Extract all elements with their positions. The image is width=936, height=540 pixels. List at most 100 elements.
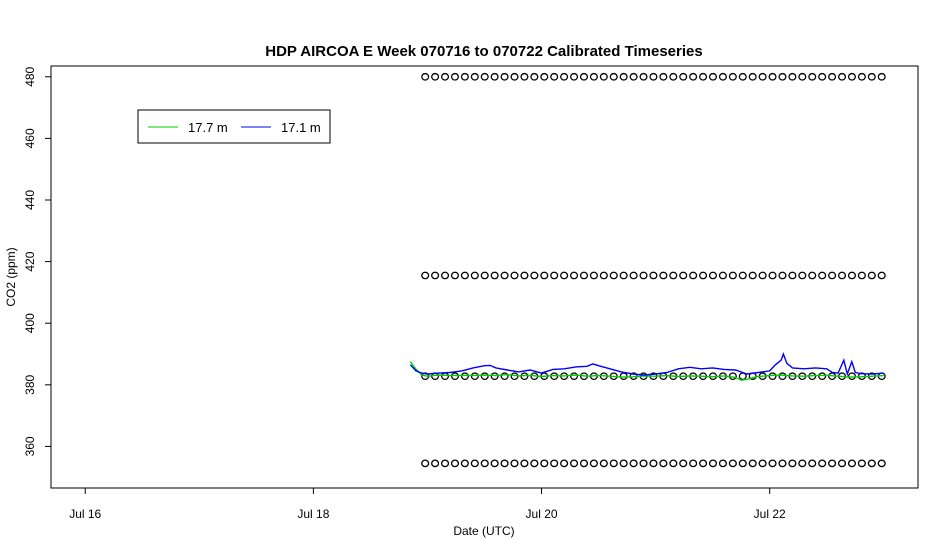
calibration-point [619, 459, 628, 468]
y-tick-label: 480 [23, 66, 37, 86]
calibration-point [738, 459, 747, 468]
calibration-point [659, 459, 668, 468]
calibration-point [778, 372, 787, 381]
calibration-point [480, 271, 489, 280]
calibration-point [470, 459, 479, 468]
calibration-point [679, 72, 688, 81]
calibration-point [718, 459, 727, 468]
calibration-point [460, 372, 469, 381]
calibration-point [708, 72, 718, 81]
calibration-point [639, 271, 648, 280]
calibration-point [560, 459, 569, 468]
calibration-point [818, 459, 827, 468]
calibration-point [480, 72, 489, 81]
y-axis-label: CO2 (ppm) [4, 247, 18, 306]
calibration-point [847, 72, 856, 81]
calibration-point [579, 72, 589, 81]
calibration-point [421, 271, 430, 280]
calibration-point [867, 271, 876, 280]
calibration-point [589, 271, 598, 280]
x-tick-label: Jul 20 [526, 507, 558, 521]
x-tick-label: Jul 18 [297, 507, 329, 521]
calibration-point [520, 271, 529, 280]
plot-frame [50, 65, 919, 489]
calibration-point [649, 72, 658, 81]
calibration-point [500, 459, 509, 468]
calibration-point [837, 72, 847, 81]
calibration-point [808, 72, 817, 81]
calibration-point [560, 271, 569, 280]
calibration-point [828, 459, 837, 468]
calibration-point [560, 72, 569, 81]
calibration-point [847, 372, 856, 381]
calibration-point [639, 72, 648, 81]
calibration-point [440, 459, 450, 468]
calibration-point [550, 72, 559, 81]
calibration-point [748, 459, 757, 468]
calibration-point [738, 271, 747, 280]
calibration-point [470, 271, 479, 280]
y-axis: 360 380 400 420 440 460 480 [23, 66, 51, 456]
calibration-point [460, 72, 469, 81]
calibration-point [490, 372, 499, 381]
legend-label-17-7m: 17.7 m [188, 120, 228, 135]
calibration-point [639, 459, 648, 468]
calibration-point [609, 271, 618, 280]
series-line-17-1-m [409, 351, 884, 377]
calibration-point [659, 271, 668, 280]
calibration-point [570, 72, 579, 81]
calibration-point [589, 72, 598, 81]
calibration-point [450, 459, 460, 468]
calibration-point [689, 459, 698, 468]
legend-label-17-1m: 17.1 m [281, 120, 321, 135]
y-tick-label: 460 [23, 128, 37, 148]
calibration-point [629, 459, 638, 468]
calibration-point [520, 459, 529, 468]
calibration-point [649, 271, 658, 280]
calibration-point [828, 72, 837, 81]
calibration-point [728, 459, 737, 468]
calibration-point [609, 72, 618, 81]
calibration-point [649, 459, 658, 468]
calibration-point [728, 271, 737, 280]
calibration-point [530, 459, 539, 468]
calibration-point [788, 271, 797, 280]
calibration-point [847, 459, 856, 468]
calibration-point [828, 271, 837, 280]
calibration-point [718, 72, 727, 81]
y-tick-label: 360 [23, 436, 37, 456]
calibration-point [867, 459, 876, 468]
calibration-point [540, 72, 549, 81]
calibration-point [857, 271, 866, 280]
calibration-point [778, 72, 787, 81]
calibration-point [768, 459, 777, 468]
calibration-point [659, 72, 668, 81]
calibration-point [669, 459, 678, 468]
calibration-point [550, 459, 559, 468]
calibration-point [877, 459, 886, 468]
calibration-point [510, 72, 519, 81]
calibration-point [599, 459, 608, 468]
calibration-point [450, 271, 460, 280]
calibration-point [877, 72, 886, 81]
calibration-point [758, 271, 767, 280]
calibration-point [599, 72, 608, 81]
calibration-point [877, 271, 886, 280]
calibration-point [857, 459, 866, 468]
series-line-17-7-m [409, 361, 884, 381]
calibration-point [837, 271, 847, 280]
calibration-point [748, 72, 757, 81]
x-tick-label: Jul 22 [754, 507, 786, 521]
x-axis: Jul 16 Jul 18 Jul 20 Jul 22 [69, 488, 786, 521]
calibration-point [778, 271, 787, 280]
calibration-point [699, 271, 708, 280]
calibration-point [431, 459, 440, 468]
calibration-point [490, 72, 499, 81]
calibration-point [540, 459, 549, 468]
calibration-point [570, 459, 579, 468]
calibration-point [570, 372, 579, 381]
calibration-point [728, 72, 737, 81]
calibration-point [768, 271, 777, 280]
calibration-point [490, 459, 499, 468]
